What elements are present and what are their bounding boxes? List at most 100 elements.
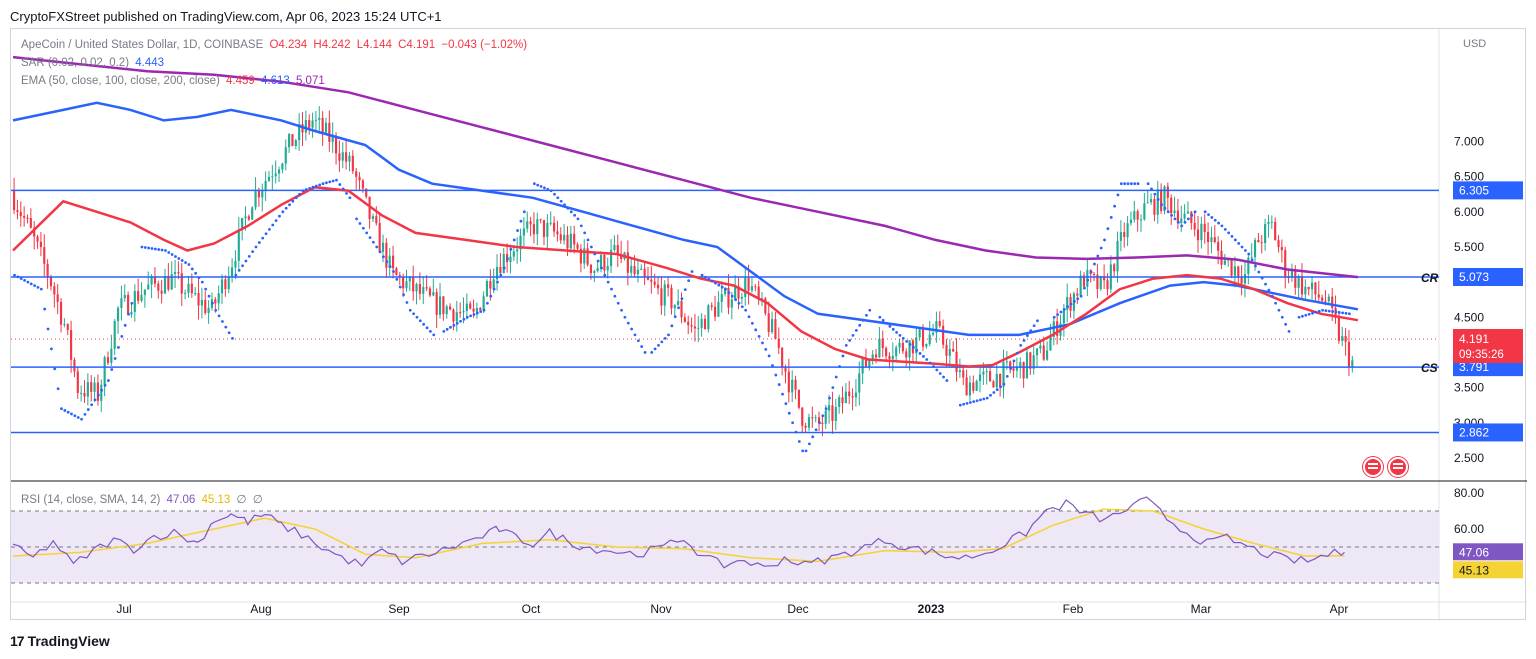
candle-body [656, 284, 660, 289]
sar-dot [177, 257, 181, 260]
time-tick-label: Mar [1191, 602, 1212, 616]
sar-dot [901, 336, 905, 340]
sar-dot [486, 301, 489, 305]
symbol-title: ApeCoin / United States Dollar, 1D, COIN… [21, 39, 264, 51]
candle-body [23, 216, 26, 218]
candle-body [613, 244, 616, 251]
candle-body [925, 343, 928, 347]
candle-body [680, 300, 683, 318]
sar-dot [1012, 359, 1016, 363]
candle-body [83, 392, 86, 397]
chart-frame[interactable]: USD7.0006.5006.0005.5005.0004.5003.5003.… [10, 28, 1527, 621]
candle-body [90, 382, 93, 392]
sar-dot [1150, 187, 1153, 191]
sar-dot [1193, 210, 1197, 214]
sar-dot [1019, 344, 1023, 347]
candle-body [56, 294, 59, 302]
candle-body [767, 313, 770, 333]
candle-body [828, 405, 831, 411]
price-tick-label: 4.500 [1454, 310, 1484, 324]
rsi-tick-label: 60.00 [1454, 522, 1484, 536]
sar-dot [338, 183, 342, 186]
sar-dot [452, 323, 456, 327]
sar-dot [465, 315, 469, 319]
sar-dot [804, 449, 808, 453]
sar-dot [1029, 329, 1033, 333]
candle-body [328, 122, 331, 142]
candle-body [1086, 270, 1089, 287]
candle-body [398, 275, 401, 277]
candle-body [982, 371, 985, 375]
sar-dot [683, 288, 687, 292]
candle-body [153, 276, 157, 284]
candle-body [707, 305, 710, 330]
candle-body [958, 370, 961, 373]
candle-body [133, 291, 136, 312]
candle-body [777, 338, 780, 348]
candle-body [1133, 211, 1136, 220]
sar-dot [184, 261, 187, 264]
sar-dot [479, 310, 483, 314]
sar-dot [576, 217, 580, 221]
candle-body [462, 310, 465, 313]
sar-dot [1186, 217, 1190, 221]
sar-dot [29, 282, 33, 286]
candle-body [764, 298, 767, 314]
sar-dot [1089, 270, 1093, 274]
sar-dot [1347, 312, 1351, 316]
candle-body [1223, 260, 1226, 265]
candle-body [1126, 223, 1129, 238]
sar-dot [311, 185, 315, 189]
us-flag-icon[interactable] [1363, 457, 1383, 477]
candle-body [1032, 355, 1035, 369]
sar-dot [794, 430, 798, 434]
sar-dot [1227, 231, 1231, 235]
candle-body [194, 292, 197, 294]
sar-dot [700, 273, 704, 277]
sar-dot [278, 214, 281, 218]
sar-dot [546, 187, 550, 191]
candle-body [1005, 361, 1008, 363]
candle-body [49, 277, 53, 287]
sar-dot [221, 320, 224, 323]
sar-dot [553, 192, 556, 196]
candle-body [1015, 366, 1018, 371]
candle-body [173, 272, 177, 274]
sar-dot [841, 354, 845, 358]
candle-body [254, 190, 257, 208]
sar-dot [623, 315, 627, 319]
sar-dot [740, 305, 744, 309]
sar-dot [117, 346, 120, 349]
sar-dot [965, 402, 969, 405]
candle-body [284, 147, 287, 164]
low-value: L4.144 [356, 39, 392, 51]
candle-body [1173, 210, 1176, 214]
chart-canvas[interactable]: USD7.0006.5006.0005.5005.0004.5003.5003.… [11, 29, 1527, 621]
rsi-value-tag [1453, 543, 1523, 561]
candle-body [1324, 300, 1327, 302]
candle-body [928, 334, 931, 344]
candle-body [999, 373, 1002, 387]
candle-body [502, 254, 505, 274]
sar-dot [174, 255, 177, 258]
sar-dot [616, 301, 620, 305]
sar-dot [496, 280, 499, 284]
candle-body [1230, 259, 1233, 276]
rsi-tick-label: 80.00 [1454, 486, 1484, 500]
candle-body [46, 263, 49, 278]
candle-body [127, 294, 130, 315]
candle-body [29, 218, 32, 228]
candle-body [952, 348, 955, 352]
candle-body [673, 304, 676, 309]
sar-dot [341, 187, 345, 191]
us-flag-icon-2[interactable] [1388, 457, 1408, 477]
sar-dot [895, 330, 898, 334]
sar-dot [1146, 182, 1150, 186]
candle-body [563, 234, 566, 241]
candle-body [190, 283, 193, 294]
candle-body [277, 169, 281, 174]
sar-dot [224, 325, 228, 329]
sar-dot [492, 287, 496, 291]
sar-dot [1170, 213, 1174, 217]
candle-body [1170, 197, 1173, 214]
